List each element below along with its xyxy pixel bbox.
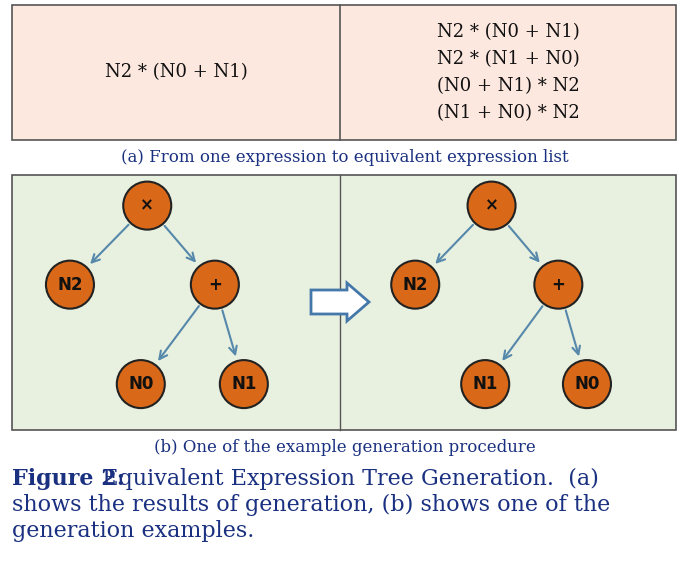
Circle shape [124, 181, 171, 229]
Text: ×: × [484, 197, 498, 214]
Text: N0: N0 [574, 375, 600, 393]
Text: N2 * (N0 + N1): N2 * (N0 + N1) [105, 63, 248, 81]
Text: ×: × [140, 197, 154, 214]
Text: +: + [551, 276, 565, 293]
Text: N1: N1 [473, 375, 498, 393]
FancyBboxPatch shape [12, 175, 676, 430]
Circle shape [563, 360, 611, 408]
Text: (N0 + N1) * N2: (N0 + N1) * N2 [437, 77, 580, 95]
Text: Figure 2:: Figure 2: [12, 468, 125, 490]
Text: N0: N0 [128, 375, 153, 393]
Text: generation examples.: generation examples. [12, 520, 255, 542]
Circle shape [220, 360, 268, 408]
Circle shape [534, 261, 582, 309]
Text: (b) One of the example generation procedure: (b) One of the example generation proced… [154, 439, 536, 456]
Text: N2: N2 [57, 276, 83, 293]
Circle shape [117, 360, 165, 408]
Text: N1: N1 [231, 375, 257, 393]
Circle shape [461, 360, 509, 408]
Text: +: + [208, 276, 221, 293]
Text: (N1 + N0) * N2: (N1 + N0) * N2 [437, 104, 580, 122]
Text: N2 * (N0 + N1): N2 * (N0 + N1) [437, 23, 580, 41]
Text: (a) From one expression to equivalent expression list: (a) From one expression to equivalent ex… [121, 149, 569, 166]
Text: N2 * (N1 + N0): N2 * (N1 + N0) [437, 50, 580, 68]
Text: N2: N2 [402, 276, 428, 293]
Text: Equivalent Expression Tree Generation.  (a): Equivalent Expression Tree Generation. (… [88, 468, 599, 490]
Circle shape [191, 261, 239, 309]
Text: shows the results of generation, (b) shows one of the: shows the results of generation, (b) sho… [12, 494, 610, 516]
Circle shape [46, 261, 94, 309]
FancyArrow shape [311, 283, 369, 321]
Circle shape [391, 261, 440, 309]
Circle shape [468, 181, 515, 229]
FancyBboxPatch shape [12, 5, 676, 140]
